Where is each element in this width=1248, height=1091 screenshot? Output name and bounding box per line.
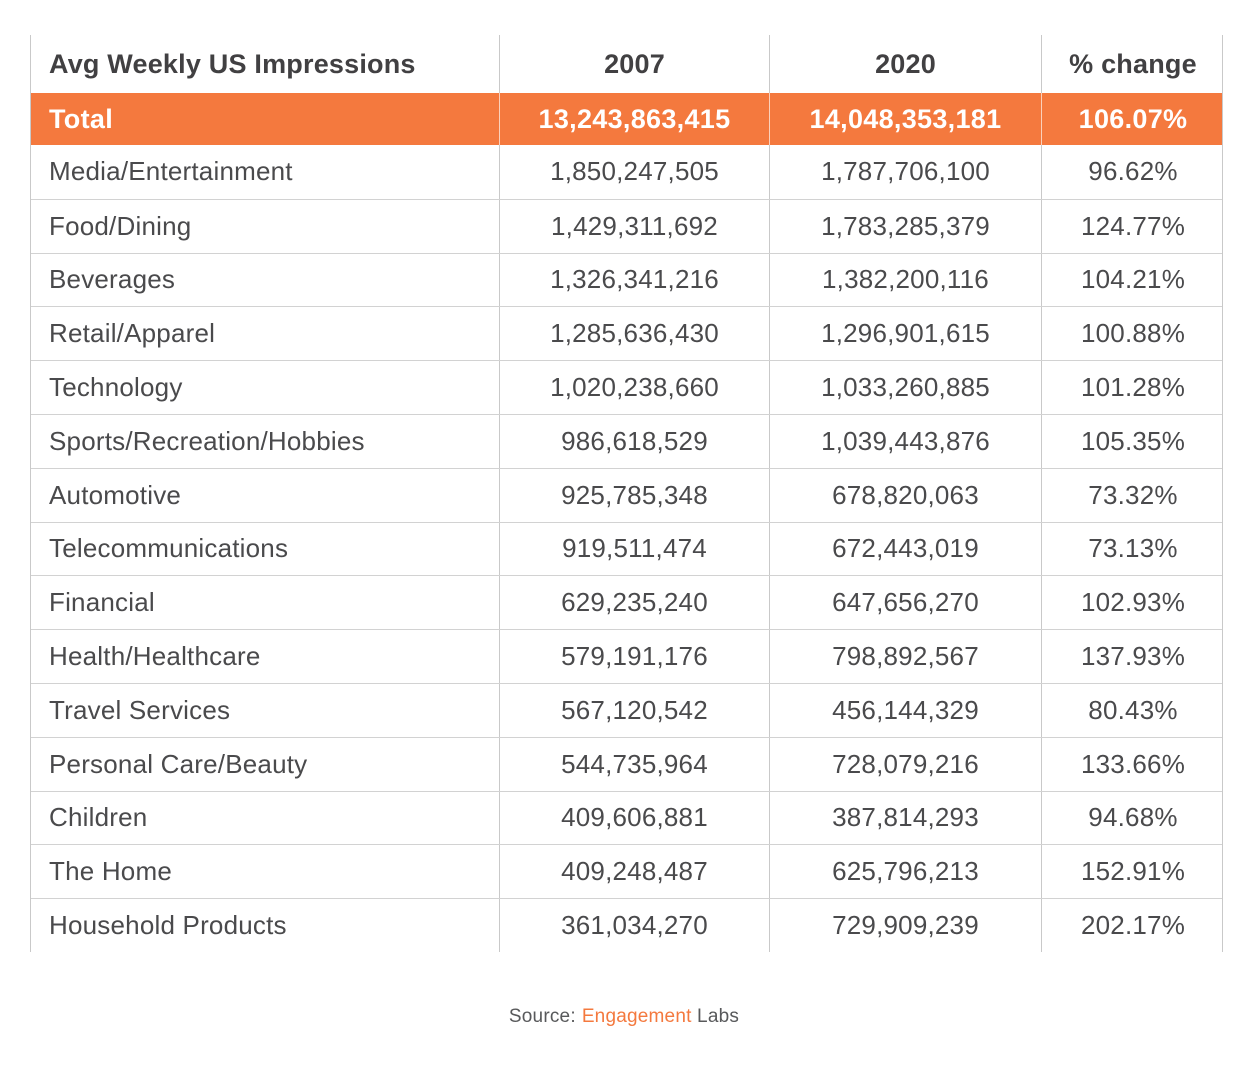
total-value-2020: 14,048,353,181 [769, 93, 1041, 145]
value-2007: 409,248,487 [499, 845, 769, 899]
value-2007: 1,429,311,692 [499, 199, 769, 253]
value-2007: 409,606,881 [499, 791, 769, 845]
source-brand: Engagement [581, 1006, 692, 1027]
value-2007: 986,618,529 [499, 414, 769, 468]
category-label: Food/Dining [49, 210, 192, 241]
category-label: Technology [49, 372, 183, 403]
percent-change: 102.93% [1041, 576, 1224, 630]
impressions-table: Avg Weekly US Impressions 2007 2020 % ch… [30, 35, 1223, 952]
percent-change: 133.66% [1041, 737, 1224, 791]
table-row: Beverages 1,326,341,216 1,382,200,116 10… [31, 252, 1224, 307]
table-row: Health/Healthcare 579,191,176 798,892,56… [31, 629, 1222, 683]
value-2020: 1,787,706,100 [769, 145, 1041, 199]
value-2020: 729,909,239 [769, 899, 1041, 952]
table-row: Technology 1,020,238,660 1,033,260,885 1… [31, 360, 1222, 414]
value-2020: 672,443,019 [769, 522, 1041, 576]
value-2020: 798,892,567 [769, 630, 1041, 683]
source-suffix: Labs [697, 1006, 740, 1027]
percent-change: 105.35% [1041, 414, 1224, 468]
percent-change: 94.68% [1041, 791, 1224, 845]
category-label: Sports/Recreation/Hobbies [49, 425, 365, 456]
value-2020: 678,820,063 [769, 468, 1041, 522]
category-label: Telecommunications [49, 533, 289, 564]
value-2007: 361,034,270 [499, 899, 769, 952]
header-col-percent-change: % change [1041, 35, 1224, 93]
value-2020: 728,079,216 [769, 737, 1041, 791]
category-label: Beverages [49, 264, 176, 295]
percent-change: 202.17% [1041, 899, 1224, 952]
value-2020: 625,796,213 [769, 845, 1041, 899]
value-2007: 1,850,247,505 [499, 145, 769, 199]
value-2007: 925,785,348 [499, 468, 769, 522]
table-row: Sports/Recreation/Hobbies 986,618,529 1,… [31, 413, 1224, 468]
total-percent-change: 106.07% [1041, 93, 1224, 145]
category-label: Retail/Apparel [49, 318, 216, 349]
table-header-row: Avg Weekly US Impressions 2007 2020 % ch… [31, 35, 1222, 93]
percent-change: 73.13% [1041, 522, 1224, 576]
source-prefix: Source: [508, 1006, 576, 1027]
category-label: Household Products [49, 910, 287, 941]
value-2020: 387,814,293 [769, 791, 1041, 845]
category-label: Automotive [49, 479, 182, 510]
value-2007: 1,285,636,430 [499, 307, 769, 361]
header-col-2007: 2007 [499, 35, 769, 93]
table-row: Personal Care/Beauty 544,735,964 728,079… [31, 736, 1224, 791]
table-body: Media/Entertainment 1,850,247,505 1,787,… [31, 145, 1222, 952]
percent-change: 152.91% [1041, 845, 1224, 899]
percent-change: 104.21% [1041, 253, 1224, 307]
value-2020: 1,382,200,116 [769, 253, 1041, 307]
value-2007: 1,020,238,660 [499, 361, 769, 414]
category-label: The Home [49, 856, 172, 887]
value-2020: 456,144,329 [769, 683, 1041, 737]
value-2020: 1,783,285,379 [769, 199, 1041, 253]
header-title: Avg Weekly US Impressions [49, 48, 416, 79]
percent-change: 124.77% [1041, 199, 1224, 253]
value-2007: 629,235,240 [499, 576, 769, 630]
table-row: Financial 629,235,240 647,656,270 102.93… [31, 575, 1224, 630]
percent-change: 100.88% [1041, 307, 1224, 361]
category-label: Financial [49, 587, 155, 618]
header-col-2020: 2020 [769, 35, 1041, 93]
table-row: The Home 409,248,487 625,796,213 152.91% [31, 844, 1224, 899]
table-row: Household Products 361,034,270 729,909,2… [31, 898, 1222, 952]
total-row: Total 13,243,863,415 14,048,353,181 106.… [31, 93, 1222, 145]
percent-change: 96.62% [1041, 145, 1224, 199]
value-2007: 919,511,474 [499, 522, 769, 576]
source-attribution: Source: Engagement Labs [0, 1006, 1248, 1028]
category-label: Media/Entertainment [49, 156, 293, 187]
total-value-2007: 13,243,863,415 [499, 93, 769, 145]
percent-change: 73.32% [1041, 468, 1224, 522]
table-row: Travel Services 567,120,542 456,144,329 … [31, 682, 1224, 737]
table-row: Children 409,606,881 387,814,293 94.68% [31, 790, 1224, 845]
table-row: Telecommunications 919,511,474 672,443,0… [31, 521, 1224, 576]
category-label: Travel Services [49, 694, 231, 725]
value-2007: 579,191,176 [499, 630, 769, 683]
value-2020: 1,033,260,885 [769, 361, 1041, 414]
value-2020: 647,656,270 [769, 576, 1041, 630]
total-label: Total [49, 103, 113, 134]
table-row: Food/Dining 1,429,311,692 1,783,285,379 … [31, 198, 1224, 253]
value-2020: 1,039,443,876 [769, 414, 1041, 468]
value-2020: 1,296,901,615 [769, 307, 1041, 361]
percent-change: 80.43% [1041, 683, 1224, 737]
value-2007: 544,735,964 [499, 737, 769, 791]
value-2007: 567,120,542 [499, 683, 769, 737]
category-label: Health/Healthcare [49, 641, 261, 672]
percent-change: 137.93% [1041, 630, 1224, 683]
table-row: Retail/Apparel 1,285,636,430 1,296,901,6… [31, 306, 1224, 361]
percent-change: 101.28% [1041, 361, 1224, 414]
category-label: Children [49, 802, 148, 833]
table-row: Automotive 925,785,348 678,820,063 73.32… [31, 467, 1224, 522]
category-label: Personal Care/Beauty [49, 748, 308, 779]
table-row: Media/Entertainment 1,850,247,505 1,787,… [31, 145, 1222, 199]
value-2007: 1,326,341,216 [499, 253, 769, 307]
